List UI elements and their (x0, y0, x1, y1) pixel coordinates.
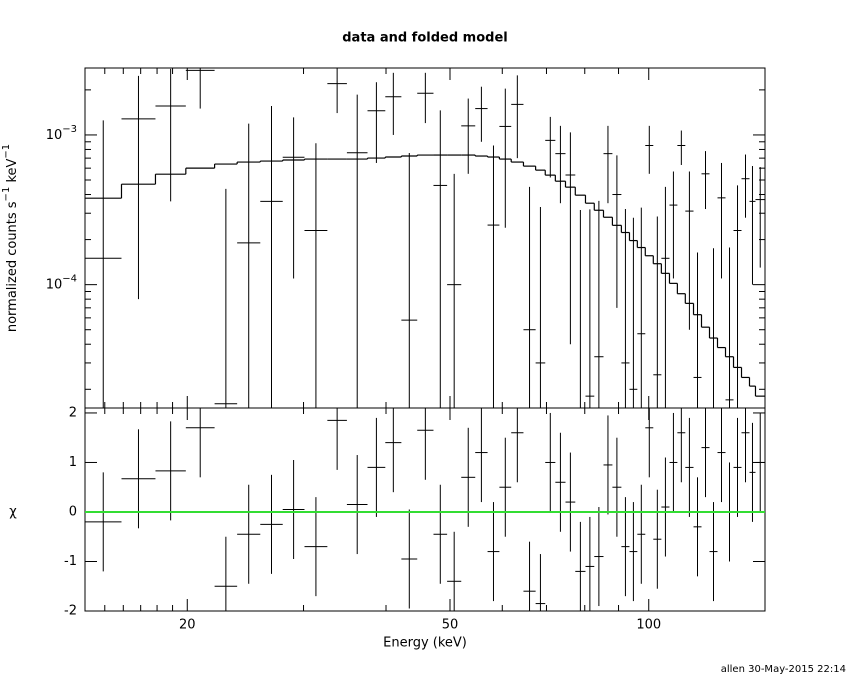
y-label-exponent: −1 (1, 144, 12, 159)
y-label-part: keV (5, 158, 20, 186)
chart-title: data and folded model (342, 31, 508, 46)
y-tick-label: 2 (69, 405, 77, 420)
y-tick-label: 1 (69, 455, 77, 470)
y-label-exponent: −1 (1, 187, 12, 202)
y-tick-exponent: −3 (62, 124, 77, 135)
footer: allen 30-May-2015 22:14 (721, 664, 846, 675)
plot-area (85, 408, 765, 611)
y-tick-base: 10 (46, 127, 63, 142)
x-axis-label: Energy (keV) (383, 636, 467, 651)
y-axis-label: χ (9, 505, 17, 520)
y-label-part: normalized counts s (5, 201, 20, 332)
y-tick-label: -2 (64, 604, 77, 619)
x-tick-label: 20 (179, 618, 196, 633)
y-tick-exponent: −4 (62, 274, 77, 285)
y-tick-base: 10 (46, 277, 63, 292)
y-tick-label: -1 (64, 554, 77, 569)
plot-area (85, 68, 765, 408)
y-tick-label: 10−3 (46, 124, 77, 143)
y-tick-label: 10−4 (46, 274, 77, 293)
y-axis-label: normalized counts s−1 keV−1 (1, 144, 20, 332)
x-tick-label: 50 (442, 618, 459, 633)
x-tick-label: 100 (636, 618, 661, 633)
y-tick-label: 0 (69, 504, 77, 519)
